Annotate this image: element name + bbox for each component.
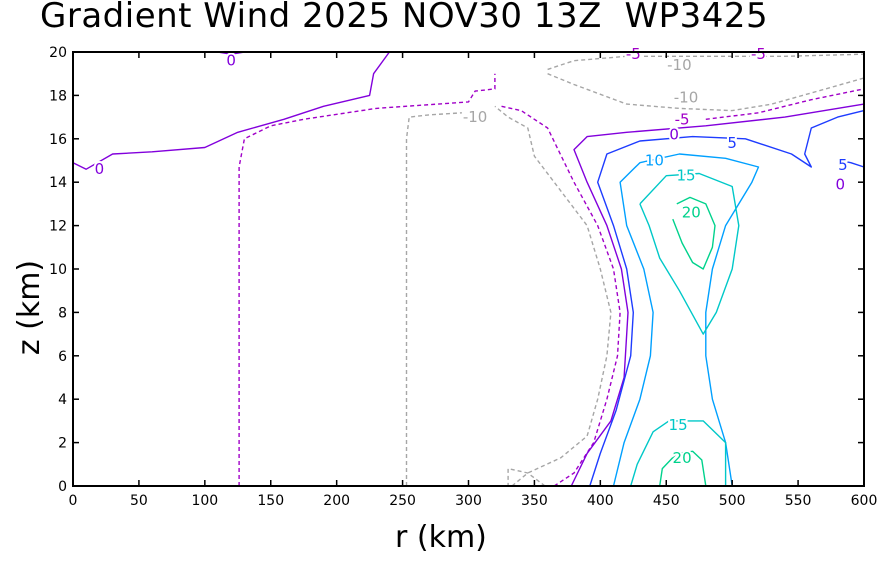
contour-label-15: 15 — [669, 416, 688, 434]
contour-label-14: 0 — [836, 175, 846, 193]
contour-label-10: 10 — [645, 152, 664, 170]
x-tick-label-7: 350 — [521, 493, 548, 509]
y-tick-label-1: 2 — [58, 436, 67, 452]
x-tick-label-1: 50 — [130, 493, 148, 509]
contour-label-4: -10 — [667, 56, 692, 74]
y-tick-label-9: 18 — [49, 88, 67, 104]
x-tick-label-12: 600 — [851, 493, 878, 509]
contour-label-16: 20 — [673, 449, 692, 467]
y-tick-label-2: 4 — [58, 392, 67, 408]
contour-15-line-14 — [630, 420, 727, 487]
x-tick-label-6: 300 — [455, 493, 482, 509]
x-tick-label-11: 550 — [785, 493, 812, 509]
contour-neg10-line-5 — [494, 105, 612, 487]
contour-20-line-17 — [672, 196, 716, 270]
contour-label-11: 15 — [676, 167, 695, 185]
contour-neg10-line-10 — [547, 53, 865, 71]
contour-label-0: 0 — [95, 160, 105, 178]
y-axis-ticks: 0 2 4 6 8 10 12 14 16 18 20 — [49, 45, 864, 495]
contour-label-1: 0 — [226, 52, 236, 70]
x-axis-ticks: 0 50 100 150 200 250 300 350 400 450 500 550 600 — [69, 52, 878, 509]
contour-label-3: -5 — [626, 45, 641, 63]
y-tick-label-4: 8 — [58, 305, 67, 321]
x-tick-label-9: 450 — [653, 493, 680, 509]
contour-label-9: 5 — [727, 134, 737, 152]
y-tick-label-5: 10 — [49, 262, 67, 278]
contour-10-line-13 — [612, 153, 760, 487]
x-tick-label-3: 150 — [257, 493, 284, 509]
y-tick-label-8: 16 — [49, 132, 67, 148]
y-tick-label-10: 20 — [49, 45, 67, 61]
contour-5-line-11 — [589, 109, 865, 487]
contour-neg5-line-6 — [501, 105, 621, 487]
contour-neg10-line-4 — [507, 467, 546, 487]
contour-label-6: -10 — [674, 89, 699, 107]
contour-neg10-line-9 — [547, 73, 865, 112]
x-tick-label-2: 100 — [191, 493, 218, 509]
y-tick-label-3: 6 — [58, 349, 67, 365]
x-axis-label: r (km) — [395, 520, 487, 555]
x-tick-label-0: 0 — [69, 493, 78, 509]
contour-neg5-line-8 — [705, 88, 865, 120]
x-tick-label-4: 200 — [323, 493, 350, 509]
contour-label-2: -10 — [463, 108, 488, 126]
contour-label-13: 5 — [838, 156, 848, 174]
y-tick-label-0: 0 — [58, 479, 67, 495]
contour-5-line-12 — [840, 159, 865, 168]
contour-20-line-16 — [659, 450, 707, 487]
contour-15-line-15 — [639, 172, 740, 335]
contour-0-line-0 — [72, 51, 390, 170]
x-tick-label-5: 250 — [389, 493, 416, 509]
contour-label-12: 20 — [682, 204, 701, 222]
y-tick-label-6: 12 — [49, 219, 67, 235]
contour-label-5: -5 — [751, 45, 766, 63]
contour-label-7: -5 — [675, 110, 690, 128]
contour-label-8: 0 — [669, 126, 679, 144]
contour-neg5-line-2 — [238, 73, 496, 486]
contour-neg10-line-3 — [405, 112, 462, 486]
y-tick-label-7: 14 — [49, 175, 67, 191]
chart-title: Gradient Wind 2025 NOV30 13Z WP3425 — [40, 0, 769, 36]
x-tick-label-8: 400 — [587, 493, 614, 509]
x-tick-label-10: 500 — [719, 493, 746, 509]
contour-0-line-7 — [570, 103, 865, 487]
